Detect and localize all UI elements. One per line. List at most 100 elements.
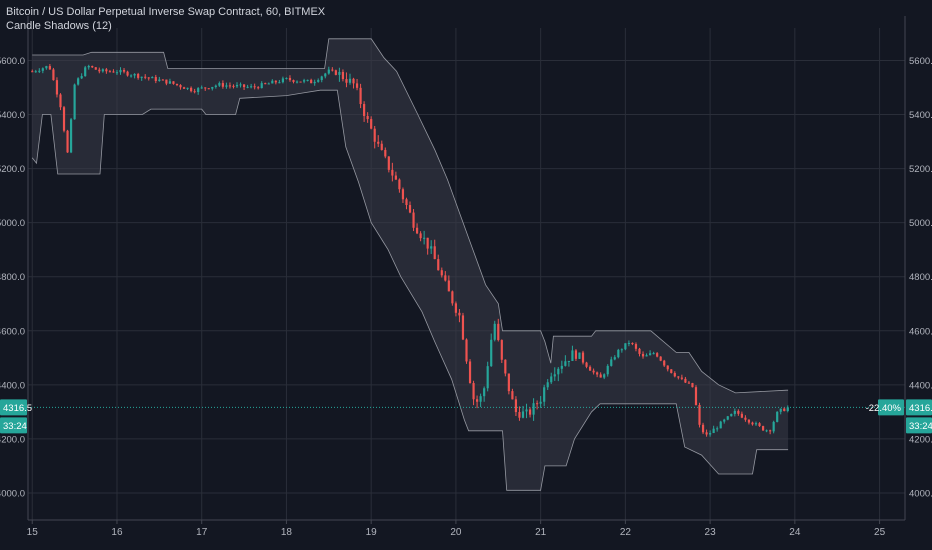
candle-body [772, 421, 775, 432]
candle-body [415, 227, 419, 234]
candle [398, 178, 401, 193]
candle [94, 67, 97, 70]
candle [610, 356, 613, 367]
candle [437, 254, 440, 271]
candle-body [126, 71, 129, 76]
candle [581, 350, 585, 365]
candle-body [55, 80, 59, 95]
candle-body [638, 348, 641, 354]
candle-body [744, 417, 747, 420]
candle [235, 82, 239, 88]
axes: 4000.0 4000.0 4200.0 4200.0 4400.0 4400.0 4600… [0, 16, 932, 538]
candle [514, 396, 518, 417]
candle-body [747, 419, 751, 423]
candle [359, 83, 362, 109]
candle-body [158, 79, 161, 82]
candle [412, 209, 415, 232]
x-tick-label: 22 [620, 527, 632, 538]
candle [267, 82, 270, 85]
candle [588, 365, 592, 371]
candle-body [468, 361, 472, 384]
countdown-label-right: 33:24 [909, 421, 932, 432]
candle [663, 359, 666, 368]
candle-body [564, 361, 567, 366]
candle [769, 429, 772, 435]
candle-body [649, 353, 652, 356]
candle [366, 112, 369, 123]
x-tick-label: 16 [111, 527, 123, 538]
candle [31, 69, 34, 73]
candle [726, 415, 729, 421]
candle-body [338, 71, 341, 75]
candle-body [355, 83, 359, 88]
candle [613, 355, 616, 361]
candle-body [454, 303, 457, 313]
candle-body [521, 411, 525, 418]
candle-body [553, 374, 556, 377]
candle-body [684, 378, 687, 383]
candle [733, 408, 736, 417]
candle-body [306, 79, 309, 81]
candle [458, 308, 461, 323]
candle-body [98, 69, 101, 72]
candle [447, 275, 450, 292]
candle-body [232, 85, 235, 87]
candle [557, 367, 560, 382]
candle-body [151, 77, 154, 79]
candle-body [539, 401, 542, 404]
candle [786, 405, 789, 413]
x-tick-label: 21 [535, 527, 547, 538]
candle [454, 301, 457, 317]
candle [59, 93, 62, 111]
candle-body [140, 76, 143, 78]
shadow-band [31, 38, 789, 491]
candle-body [507, 373, 510, 392]
candle-body [769, 430, 772, 432]
candle-body [112, 71, 115, 73]
candle-body [119, 69, 122, 73]
candle [391, 162, 394, 182]
candle [553, 367, 556, 381]
candle-body [394, 175, 397, 180]
candle-body [193, 91, 196, 93]
candle [281, 76, 284, 84]
candle-body [677, 376, 680, 378]
candle-body [69, 119, 73, 153]
candle [334, 69, 337, 76]
candle [225, 82, 228, 89]
candle-body [532, 403, 535, 415]
candle [55, 77, 59, 98]
candle [525, 403, 528, 419]
candle-body [363, 104, 366, 116]
indicator-label[interactable]: Candle Shadows (12) [6, 20, 112, 32]
candle [532, 398, 535, 421]
candle-body [207, 88, 210, 90]
candle [606, 364, 609, 377]
candle [190, 86, 193, 93]
candle-body [115, 72, 119, 74]
candle-body [370, 119, 373, 129]
candle [656, 352, 659, 358]
candle-body [486, 366, 489, 389]
candle-body [733, 410, 736, 414]
candle [401, 187, 405, 204]
candle-body [518, 412, 521, 418]
candle-body [285, 77, 288, 79]
candle-body [235, 84, 239, 87]
candle [754, 421, 758, 426]
candle [638, 347, 641, 357]
candle [151, 76, 154, 79]
candle [433, 239, 436, 260]
candle [571, 345, 574, 362]
candle [673, 371, 676, 378]
candle [264, 82, 267, 85]
candle [377, 135, 380, 147]
candle [641, 351, 645, 359]
candle [214, 84, 217, 89]
candle-body [528, 409, 532, 415]
candle [295, 80, 299, 84]
candle [716, 426, 719, 432]
candle [740, 411, 743, 419]
candle-body [182, 87, 186, 89]
